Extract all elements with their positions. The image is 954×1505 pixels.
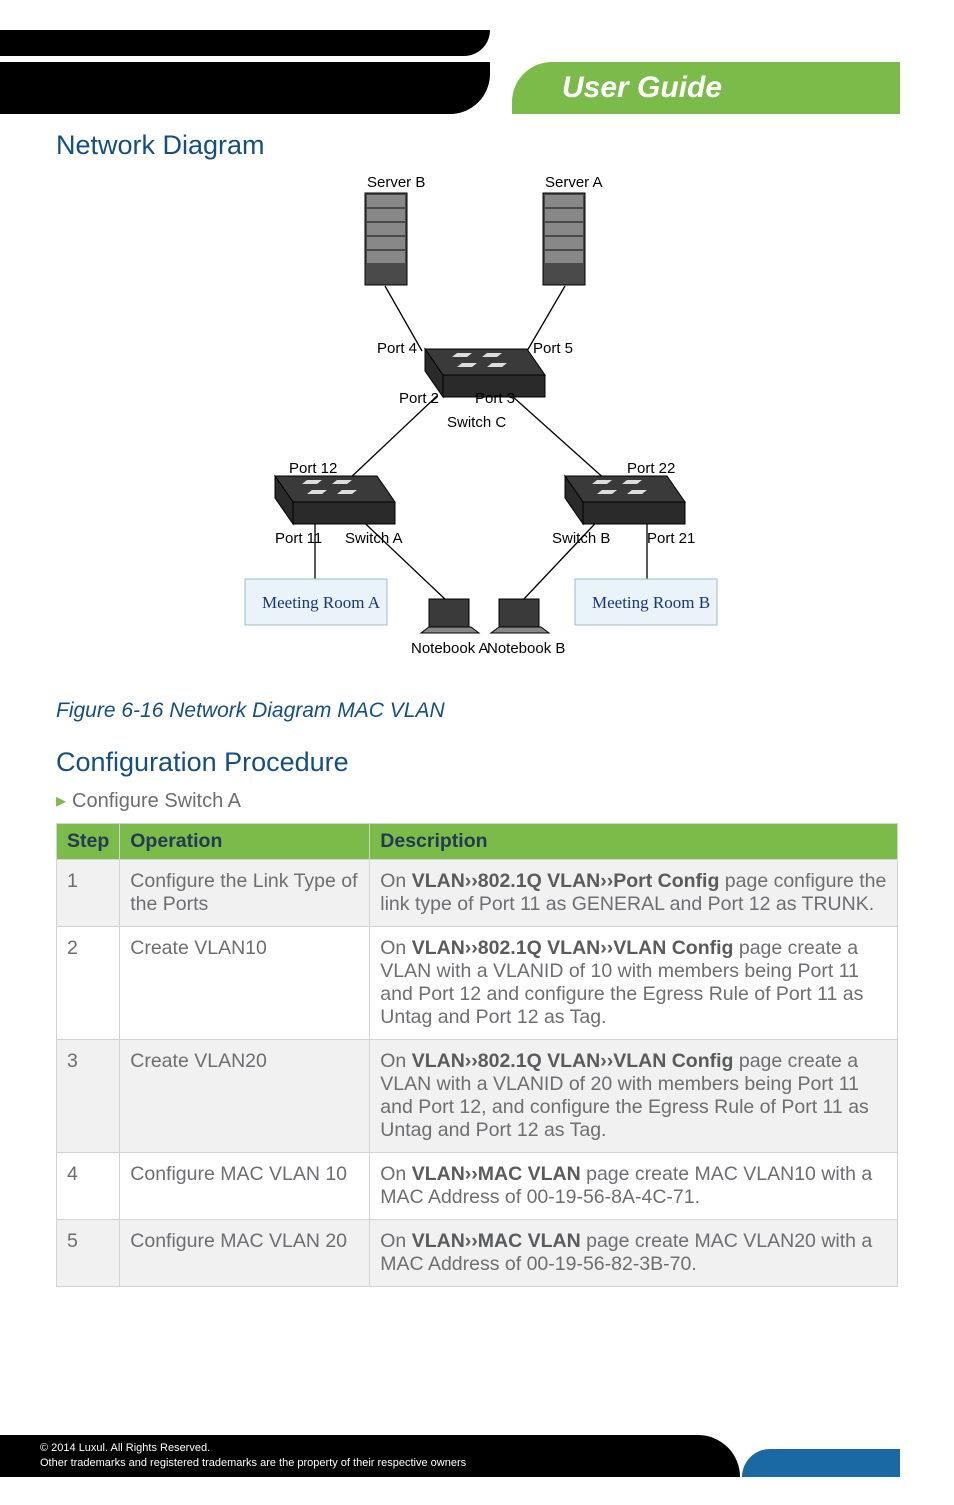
cell-step: 5 <box>57 1220 120 1287</box>
cell-operation: Create VLAN10 <box>120 927 370 1040</box>
header-black-tab <box>0 62 490 114</box>
port12-label: Port 12 <box>289 460 337 477</box>
cell-description: On VLAN››802.1Q VLAN››Port Config page c… <box>370 860 898 927</box>
top-black-bar <box>0 30 490 56</box>
footer-trademark: Other trademarks and registered trademar… <box>40 1456 740 1471</box>
page-number: 83 <box>911 1452 924 1466</box>
header-green-tab: User Guide <box>512 62 900 114</box>
cell-step: 3 <box>57 1040 120 1153</box>
cell-step: 4 <box>57 1153 120 1220</box>
header-row: User Guide <box>0 62 954 114</box>
cell-description: On VLAN››MAC VLAN page create MAC VLAN20… <box>370 1220 898 1287</box>
bullet-text: Configure Switch A <box>72 790 241 812</box>
table-row: 5 Configure MAC VLAN 20 On VLAN››MAC VLA… <box>57 1220 898 1287</box>
table-row: 3 Create VLAN20 On VLAN››802.1Q VLAN››VL… <box>57 1040 898 1153</box>
switch-b-label: Switch B <box>552 530 610 547</box>
port5-label: Port 5 <box>533 340 573 357</box>
table-row: 4 Configure MAC VLAN 10 On VLAN››MAC VLA… <box>57 1153 898 1220</box>
cell-description: On VLAN››MAC VLAN page create MAC VLAN10… <box>370 1153 898 1220</box>
network-diagram: Server B Server A Port 4 Port 5 Port 2 P… <box>167 171 787 679</box>
notebook-b-label: Notebook B <box>487 640 565 657</box>
switch-a-label: Switch A <box>345 530 403 547</box>
switch-c-label: Switch C <box>447 414 506 431</box>
config-bullet: ▸ Configure Switch A <box>56 788 898 813</box>
network-diagram-heading: Network Diagram <box>56 130 898 161</box>
meeting-a-label: Meeting Room A <box>262 593 381 612</box>
config-table: Step Operation Description 1 Configure t… <box>56 823 898 1287</box>
figure-caption: Figure 6-16 Network Diagram MAC VLAN <box>56 699 898 723</box>
triangle-icon: ▸ <box>56 790 66 812</box>
port22-label: Port 22 <box>627 460 675 477</box>
port4-label: Port 4 <box>377 340 417 357</box>
port3-label: Port 3 <box>475 390 515 407</box>
th-description: Description <box>370 824 898 860</box>
footer-black: © 2014 Luxul. All Rights Reserved. Other… <box>0 1435 740 1477</box>
th-operation: Operation <box>120 824 370 860</box>
server-a-icon <box>543 193 585 285</box>
table-row: 1 Configure the Link Type of the Ports O… <box>57 860 898 927</box>
cell-step: 2 <box>57 927 120 1040</box>
port21-label: Port 21 <box>647 530 695 547</box>
cell-operation: Configure MAC VLAN 20 <box>120 1220 370 1287</box>
notebook-a-label: Notebook A <box>411 640 489 657</box>
cell-description: On VLAN››802.1Q VLAN››VLAN Config page c… <box>370 927 898 1040</box>
port2-label: Port 2 <box>399 390 439 407</box>
server-a-label: Server A <box>545 174 603 191</box>
footer-copyright: © 2014 Luxul. All Rights Reserved. <box>40 1441 740 1456</box>
page-title: User Guide <box>562 71 722 105</box>
server-b-icon <box>365 193 407 285</box>
table-row: 2 Create VLAN10 On VLAN››802.1Q VLAN››VL… <box>57 927 898 1040</box>
cell-step: 1 <box>57 860 120 927</box>
switch-b-icon <box>565 476 685 524</box>
footer: © 2014 Luxul. All Rights Reserved. Other… <box>0 1435 954 1477</box>
cell-operation: Create VLAN20 <box>120 1040 370 1153</box>
server-b-label: Server B <box>367 174 425 191</box>
config-procedure-heading: Configuration Procedure <box>56 747 898 778</box>
cell-operation: Configure MAC VLAN 10 <box>120 1153 370 1220</box>
cell-operation: Configure the Link Type of the Ports <box>120 860 370 927</box>
notebook-a-icon <box>421 599 479 633</box>
cell-description: On VLAN››802.1Q VLAN››VLAN Config page c… <box>370 1040 898 1153</box>
meeting-b-label: Meeting Room B <box>592 593 710 612</box>
footer-blue-tab <box>742 1449 900 1477</box>
notebook-b-icon <box>491 599 549 633</box>
port11-label: Port 11 <box>275 530 322 547</box>
th-step: Step <box>57 824 120 860</box>
switch-a-icon <box>275 476 395 524</box>
